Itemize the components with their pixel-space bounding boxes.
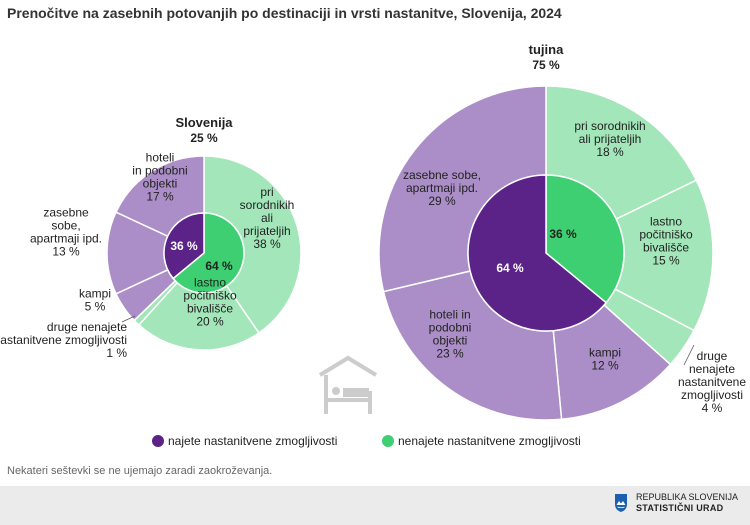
tujina-share: 75 % [532, 58, 560, 72]
chart-title: Prenočitve na zasebnih potovanjih po des… [7, 5, 562, 21]
tujina-outer-label-lastno: lastno počitniško bivališče 15 % [639, 215, 693, 268]
logo-line1: REPUBLIKA SLOVENIJA [635, 492, 738, 502]
footer-bar: REPUBLIKA SLOVENIJA STATISTIČNI URAD [0, 486, 750, 525]
bed-house-icon [318, 355, 378, 414]
slovenija-inner-slice-najete [163, 212, 205, 280]
legend-swatch-nenajete [382, 435, 394, 447]
tujina-outer-label-kampi: kampi 12 % [589, 346, 621, 373]
logo-line2: STATISTIČNI URAD [635, 503, 724, 513]
coat-of-arms-icon [614, 494, 627, 512]
slovenija-inner-label-nenajete: 64 % [205, 259, 233, 273]
slovenija-leader-line [121, 315, 136, 323]
slovenija-outer-label-pri: pri sorodnikih ali prijateljih 38 % [240, 185, 295, 251]
tujina-inner-slice-nenajete [545, 174, 625, 304]
slovenija-outer-label-druge-nenajete: druge nenajete nastanitvene zmogljivosti 1… [0, 320, 127, 360]
slovenija-share: 25 % [190, 131, 218, 145]
slovenija-outer-label-lastno: lastno počitniško bivališče 20 % [183, 276, 237, 329]
tujina-inner-slice-najete [467, 174, 608, 332]
legend-label-najete: najete nastanitvene zmogljivosti [168, 434, 337, 448]
slovenija-outer-label-kampi: kampi 5 % [79, 287, 111, 314]
tujina-heading: tujina [529, 42, 564, 57]
tujina-leader-line [683, 344, 695, 366]
logo: REPUBLIKA SLOVENIJA STATISTIČNI URAD [614, 492, 738, 514]
legend-label-nenajete: nenajete nastanitvene zmogljivosti [398, 434, 581, 448]
tujina-outer-label-hoteli-in: hoteli in podobni objekti 23 % [429, 308, 472, 361]
tujina-inner-label-nenajete: 36 % [549, 227, 577, 241]
tujina-outer-label-druge: druge nenajete nastanitvene zmogljivosti 4 % [678, 349, 746, 415]
footnote: Nekateri seštevki se ne ujemajo zaradi z… [7, 465, 273, 477]
tujina-outer-label-zasebne-sobe: zasebne sobe, apartmaji ipd. 29 % [403, 168, 481, 208]
tujina-outer-label-pri-sorodnikih: pri sorodnikih ali prijateljih 18 % [574, 119, 645, 159]
legend-swatch-najete [152, 435, 164, 447]
slovenija-outer-label-hoteli: hoteli in podobni objekti 17 % [132, 151, 187, 204]
slovenija-inner-label-najete: 36 % [170, 239, 198, 253]
slovenija-outer-label-zasebne: zasebne sobe, apartmaji ipd. 13 % [30, 206, 102, 259]
slovenija-inner-slice-nenajete [172, 212, 245, 294]
tujina-inner-label-najete: 64 % [496, 261, 524, 275]
slovenija-heading: Slovenija [175, 115, 233, 130]
